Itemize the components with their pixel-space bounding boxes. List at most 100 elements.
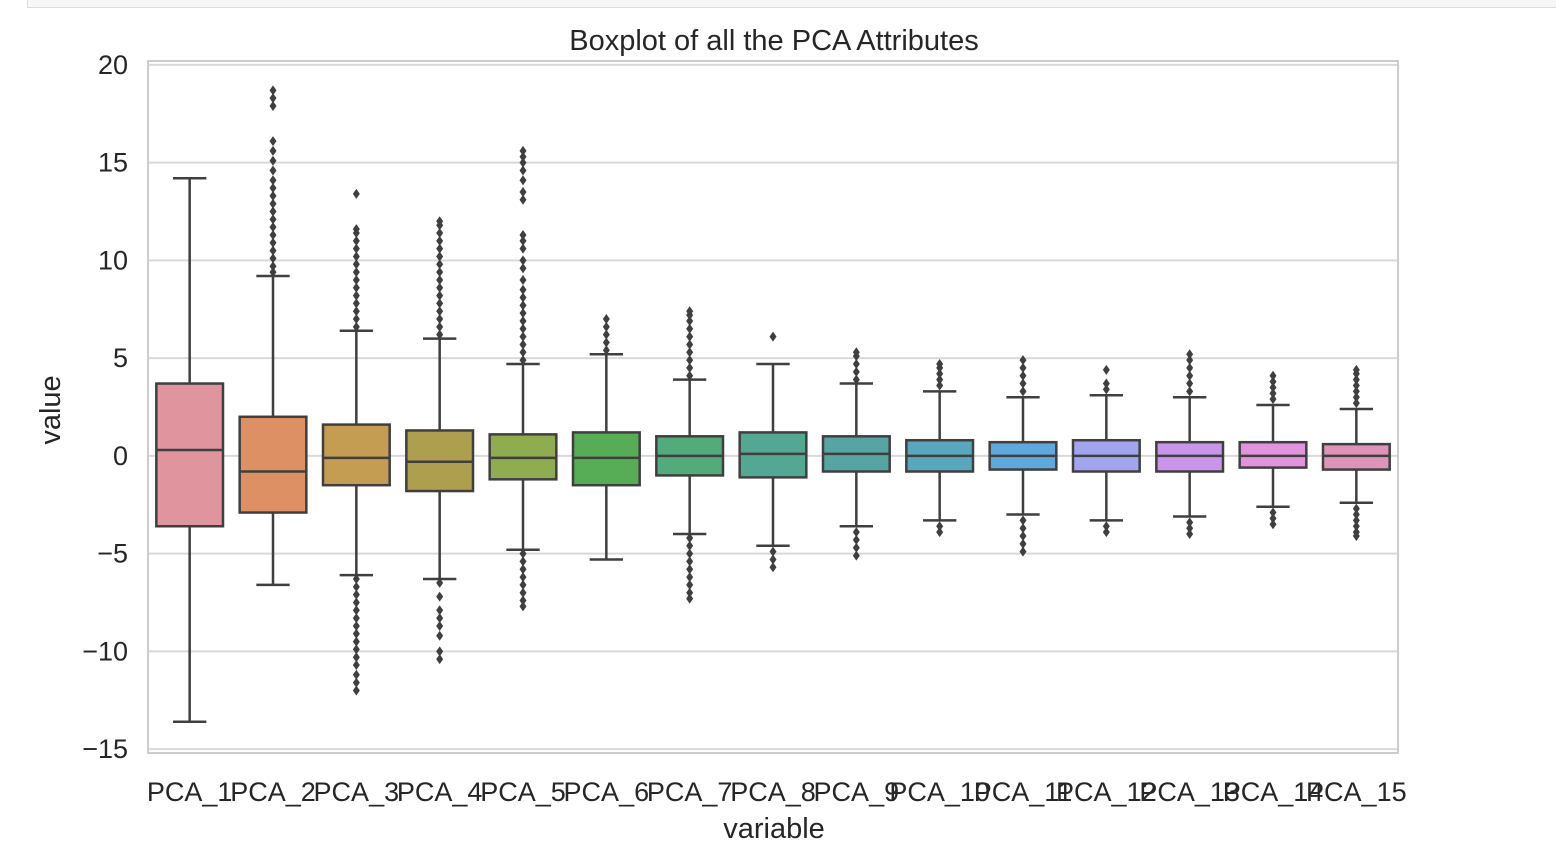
outlier-point bbox=[1186, 362, 1194, 373]
x-tick-label: PCA_14 bbox=[1223, 777, 1324, 807]
outlier-point bbox=[436, 243, 444, 254]
outlier-point bbox=[269, 165, 277, 176]
outlier-point bbox=[269, 253, 277, 264]
outlier-point bbox=[269, 206, 277, 217]
outlier-point bbox=[519, 175, 527, 186]
outlier-point bbox=[519, 300, 527, 311]
outlier-point bbox=[269, 183, 277, 194]
outlier-point bbox=[1019, 546, 1027, 557]
outlier-point bbox=[352, 259, 360, 270]
outlier-point bbox=[602, 345, 610, 356]
box-PCA_11 bbox=[988, 355, 1058, 557]
outlier-point bbox=[686, 540, 694, 551]
outlier-point bbox=[269, 175, 277, 186]
outlier-point bbox=[352, 613, 360, 624]
x-tick-label: PCA_2 bbox=[230, 777, 316, 807]
outlier-point bbox=[352, 298, 360, 309]
outlier-point bbox=[936, 358, 944, 369]
outlier-point bbox=[936, 368, 944, 379]
outlier-point bbox=[352, 652, 360, 663]
box-PCA_14 bbox=[1238, 370, 1308, 530]
outlier-point bbox=[352, 644, 360, 655]
outlier-point bbox=[1352, 386, 1360, 397]
outlier-point bbox=[1102, 384, 1110, 395]
outlier-point bbox=[352, 188, 360, 199]
box-PCA_7 bbox=[655, 306, 725, 604]
outlier-point bbox=[1352, 521, 1360, 532]
outlier-point bbox=[269, 93, 277, 104]
outlier-point bbox=[352, 605, 360, 616]
outlier-point bbox=[269, 198, 277, 209]
outlier-point bbox=[852, 534, 860, 545]
outlier-point bbox=[269, 145, 277, 156]
x-tick-label: PCA_3 bbox=[314, 777, 400, 807]
x-tick-label: PCA_10 bbox=[889, 777, 990, 807]
y-axis-title: value bbox=[35, 375, 67, 444]
outlier-point bbox=[1352, 503, 1360, 514]
outlier-point bbox=[519, 145, 527, 156]
outlier-point bbox=[1019, 515, 1027, 526]
outlier-point bbox=[269, 214, 277, 225]
outlier-point bbox=[1269, 513, 1277, 524]
y-tick-label: 15 bbox=[98, 148, 128, 178]
outlier-point bbox=[1102, 527, 1110, 538]
outlier-point bbox=[686, 370, 694, 381]
outlier-point bbox=[1019, 538, 1027, 549]
outlier-point bbox=[686, 339, 694, 350]
outlier-point bbox=[1186, 517, 1194, 528]
outlier-point bbox=[269, 222, 277, 233]
x-axis-title: variable bbox=[723, 813, 825, 845]
box-PCA_8 bbox=[738, 331, 808, 573]
outlier-point bbox=[519, 229, 527, 240]
outlier-point bbox=[352, 620, 360, 631]
outlier-point bbox=[436, 216, 444, 227]
outlier-point bbox=[352, 589, 360, 600]
outlier-point bbox=[686, 306, 694, 317]
outlier-point bbox=[352, 224, 360, 235]
outlier-point bbox=[769, 554, 777, 565]
outlier-point bbox=[686, 579, 694, 590]
outlier-point bbox=[936, 527, 944, 538]
outlier-point bbox=[852, 550, 860, 561]
outlier-point bbox=[1019, 531, 1027, 542]
outlier-point bbox=[852, 358, 860, 369]
box-PCA_1 bbox=[155, 177, 225, 723]
outlier-point bbox=[852, 374, 860, 385]
outlier-point bbox=[519, 347, 527, 358]
notebook-cell-border bbox=[27, 0, 1556, 8]
outlier-point bbox=[1269, 519, 1277, 530]
box-PCA_12 bbox=[1071, 364, 1141, 538]
outlier-point bbox=[686, 593, 694, 604]
outlier-point bbox=[602, 314, 610, 325]
outlier-point bbox=[1352, 364, 1360, 375]
x-tick-label: PCA_6 bbox=[564, 777, 650, 807]
outlier-point bbox=[519, 556, 527, 567]
outlier-point bbox=[436, 282, 444, 293]
outlier-point bbox=[852, 527, 860, 538]
outlier-point bbox=[519, 157, 527, 168]
y-tick-label: −5 bbox=[97, 539, 128, 569]
outlier-point bbox=[352, 669, 360, 680]
outlier-point bbox=[269, 100, 277, 111]
x-tick-labels: PCA_1PCA_2PCA_3PCA_4PCA_5PCA_6PCA_7PCA_8… bbox=[147, 777, 1407, 807]
outlier-point bbox=[519, 572, 527, 583]
outlier-point bbox=[1102, 521, 1110, 532]
x-tick-label: PCA_15 bbox=[1306, 777, 1407, 807]
outlier-point bbox=[352, 282, 360, 293]
x-tick-label: PCA_1 bbox=[147, 777, 233, 807]
outlier-point bbox=[1186, 349, 1194, 360]
outlier-point bbox=[352, 274, 360, 285]
outlier-point bbox=[1352, 392, 1360, 403]
outlier-point bbox=[686, 362, 694, 373]
outlier-point bbox=[686, 548, 694, 559]
outlier-point bbox=[436, 620, 444, 631]
iqr-box bbox=[321, 423, 391, 487]
outlier-point bbox=[436, 329, 444, 340]
y-tick-label: 5 bbox=[113, 343, 128, 373]
outlier-point bbox=[519, 323, 527, 334]
outlier-point bbox=[519, 194, 527, 205]
box-PCA_15 bbox=[1321, 364, 1391, 542]
outlier-point bbox=[436, 314, 444, 325]
outlier-point bbox=[352, 314, 360, 325]
